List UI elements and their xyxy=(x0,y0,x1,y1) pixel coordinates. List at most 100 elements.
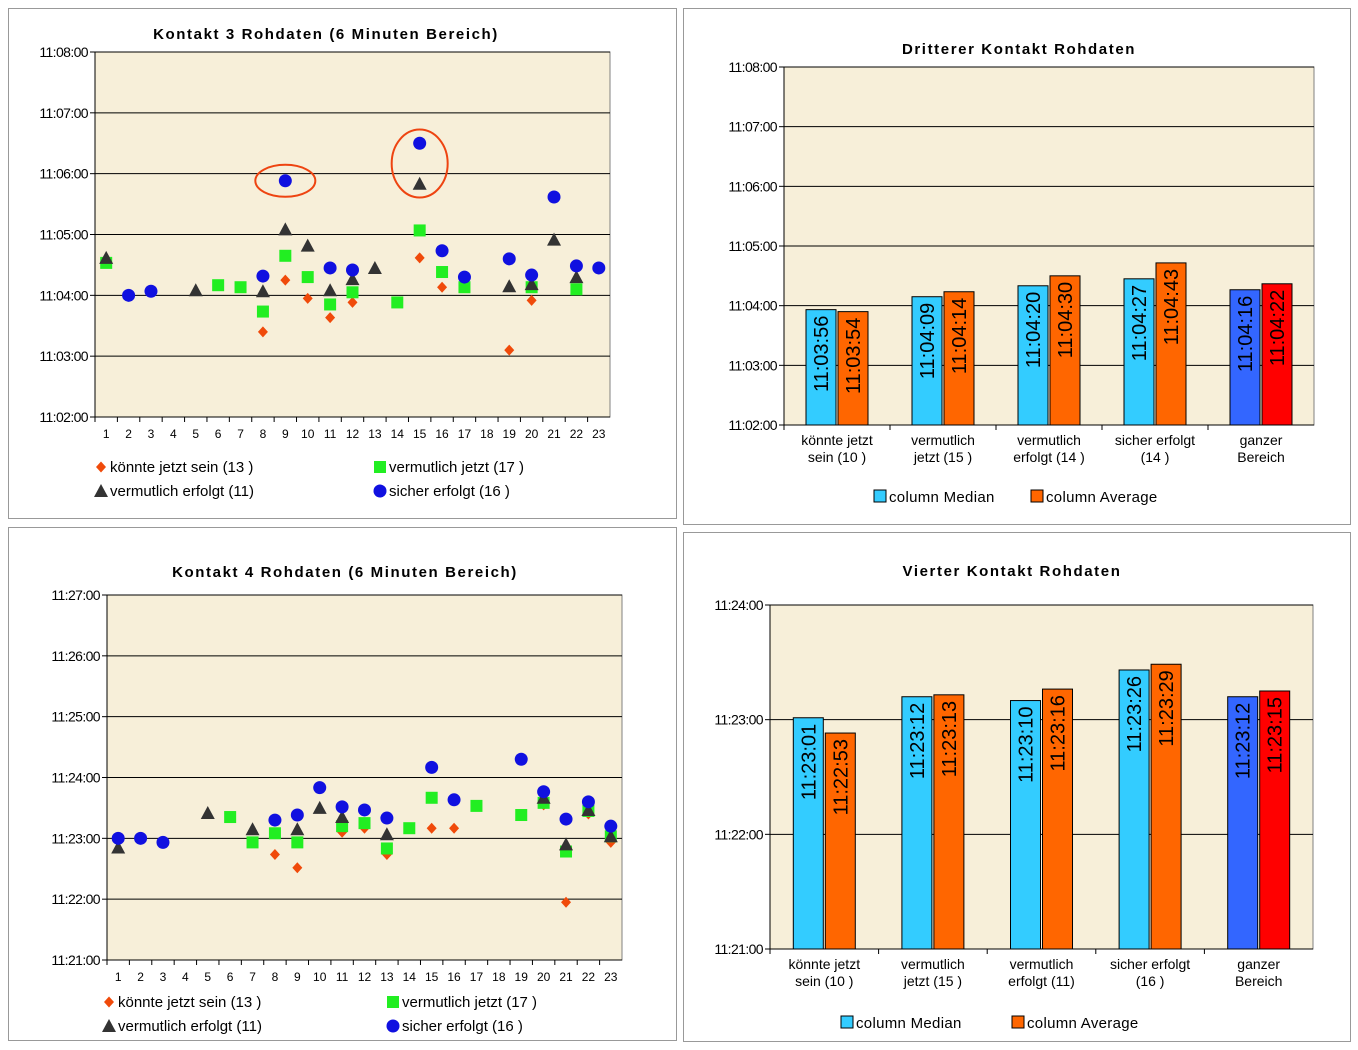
x-tick-label: 15 xyxy=(425,970,439,984)
data-point-circle xyxy=(122,288,136,302)
x-tick-label: 4 xyxy=(170,427,177,441)
bar-median xyxy=(1017,285,1049,426)
legend-label: vermutlich jetzt (17 ) xyxy=(389,459,524,476)
bar-chart-vierter-kontakt: Vierter Kontakt Rohdaten 11:21:00 11:22:00… xyxy=(714,563,1314,1032)
legend-marker-diamond xyxy=(104,996,114,1008)
bar-data-label: 11:04:27 xyxy=(1129,285,1151,361)
data-point-triangle xyxy=(524,277,539,291)
bar-data-label: 11:04:14 xyxy=(949,298,971,374)
data-point-square xyxy=(301,271,314,284)
x-tick-label: 1 xyxy=(115,970,122,984)
data-point-square xyxy=(336,820,349,833)
x-tick-label: 2 xyxy=(137,970,144,984)
x-tick-label: 6 xyxy=(215,427,222,441)
bar-chart-dritterer-kontakt: Dritterer Kontakt Rohdaten 11:02:00 11:03:… xyxy=(728,41,1315,506)
data-point-square xyxy=(256,305,269,318)
data-point-diamond xyxy=(437,281,448,293)
data-point-square xyxy=(291,836,304,849)
y-tick-label: 11:21:00 xyxy=(714,941,763,957)
y-tick-label: 11:04:00 xyxy=(728,298,777,314)
y-tick-label: 11:08:00 xyxy=(39,44,88,60)
data-point-circle xyxy=(256,269,270,283)
data-point-triangle xyxy=(559,837,574,851)
category-label: Bereich xyxy=(1235,973,1282,989)
y-tick-label: 11:27:00 xyxy=(51,587,100,603)
x-tick-label: 11 xyxy=(324,427,337,441)
data-point-triangle xyxy=(300,238,315,252)
data-point-circle xyxy=(156,835,170,849)
category-label: ganzer xyxy=(1237,956,1280,972)
data-point-circle xyxy=(447,793,461,807)
legend-label: column Median xyxy=(856,1015,962,1032)
data-point-circle xyxy=(413,136,427,150)
legend-marker-square xyxy=(387,996,399,1008)
x-tick-label: 23 xyxy=(604,970,618,984)
y-tick-label: 11:03:00 xyxy=(39,348,88,364)
x-tick-label: 9 xyxy=(294,970,301,984)
data-point-circle xyxy=(604,819,618,833)
legend-label: sicher erfolgt (16 ) xyxy=(389,483,510,500)
data-point-diamond xyxy=(347,296,358,308)
y-tick-label: 11:07:00 xyxy=(39,105,88,121)
bar-median xyxy=(1123,278,1155,426)
y-tick-label: 11:26:00 xyxy=(51,648,100,664)
data-point-triangle xyxy=(367,260,382,274)
data-point-triangle xyxy=(200,805,215,819)
y-tick-label: 11:06:00 xyxy=(728,178,777,194)
legend-label: vermutlich jetzt (17 ) xyxy=(402,994,537,1011)
data-point-triangle xyxy=(581,802,596,816)
x-tick-label: 9 xyxy=(282,427,289,441)
data-point-diamond xyxy=(269,849,280,861)
data-point-circle xyxy=(537,785,551,799)
y-tick-label: 11:24:00 xyxy=(51,770,100,786)
chart-title: Kontakt 4 Rohdaten (6 Minuten Bereich) xyxy=(172,564,518,581)
y-tick-label: 11:23:00 xyxy=(51,830,100,846)
legend-label: column Average xyxy=(1027,1015,1139,1032)
legend-marker-triangle xyxy=(94,484,108,497)
bar-data-label: 11:23:10 xyxy=(1016,707,1038,783)
x-tick-label: 20 xyxy=(537,970,551,984)
category-label: (16 ) xyxy=(1136,973,1165,989)
bar-median xyxy=(901,696,933,950)
category-label: vermutlich xyxy=(1017,432,1081,448)
category-label: könnte jetzt xyxy=(788,956,860,972)
data-point-diamond xyxy=(504,344,515,356)
data-point-square xyxy=(413,224,426,237)
legend-swatch-average xyxy=(1011,1015,1025,1029)
x-tick-label: 20 xyxy=(525,427,539,441)
x-tick-label: 7 xyxy=(237,427,244,441)
data-point-diamond xyxy=(292,862,303,874)
data-point-triangle xyxy=(312,800,327,814)
category-label: (14 ) xyxy=(1141,449,1170,465)
x-tick-label: 10 xyxy=(301,427,315,441)
x-tick-label: 23 xyxy=(592,427,606,441)
x-tick-label: 11 xyxy=(336,970,349,984)
scatter-chart-kontakt-3: Kontakt 3 Rohdaten (6 Minuten Bereich)11… xyxy=(39,26,611,500)
x-tick-label: 10 xyxy=(313,970,327,984)
category-label: sein (10 ) xyxy=(808,449,866,465)
data-point-circle xyxy=(134,831,148,845)
x-tick-label: 13 xyxy=(380,970,394,984)
bar-data-label: 11:22:53 xyxy=(830,739,852,815)
x-tick-label: 4 xyxy=(182,970,189,984)
data-point-circle xyxy=(569,259,583,273)
legend-marker-circle xyxy=(373,484,387,498)
bar-median xyxy=(911,296,943,426)
data-point-circle xyxy=(313,781,327,795)
legend-label: sicher erfolgt (16 ) xyxy=(402,1018,523,1035)
y-tick-label: 11:24:00 xyxy=(714,597,763,613)
x-tick-label: 17 xyxy=(458,427,472,441)
bar-average xyxy=(1049,275,1081,426)
data-point-circle xyxy=(457,270,471,284)
x-tick-label: 15 xyxy=(413,427,427,441)
data-point-circle xyxy=(581,795,595,809)
x-tick-label: 22 xyxy=(582,970,596,984)
y-tick-label: 11:23:00 xyxy=(714,712,763,728)
data-point-circle xyxy=(435,244,449,258)
data-point-square xyxy=(246,836,259,849)
data-point-diamond xyxy=(526,294,537,306)
bar-average xyxy=(933,694,965,950)
data-point-triangle xyxy=(412,176,427,190)
data-point-triangle xyxy=(547,232,562,246)
data-point-diamond xyxy=(257,326,268,338)
